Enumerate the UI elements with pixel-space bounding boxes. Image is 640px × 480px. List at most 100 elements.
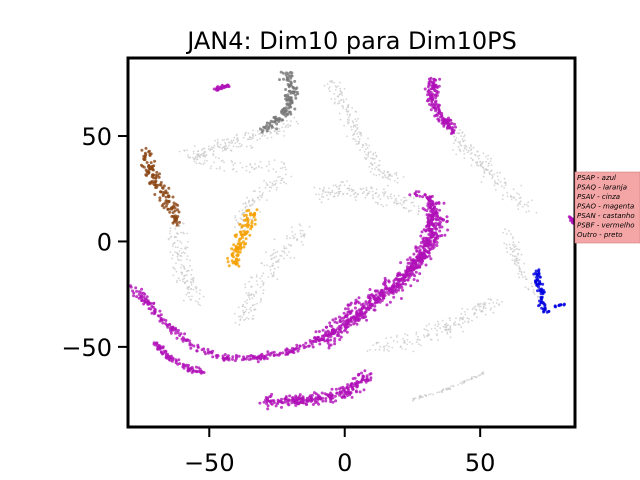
scatter-point-psan-0-99 (168, 210, 172, 214)
scatter-point-background-4-146 (353, 124, 355, 127)
scatter-point-psao-5-229 (288, 394, 292, 398)
scatter-point-background-9-39 (466, 308, 469, 311)
scatter-point-background-10-40 (412, 399, 414, 402)
scatter-point-psao-5-194 (294, 394, 298, 398)
scatter-point-psao-5-55 (314, 396, 318, 400)
scatter-point-psaq-0-47 (246, 230, 250, 234)
scatter-point-background-0-67 (228, 144, 230, 147)
scatter-point-background-6-44 (251, 317, 254, 320)
scatter-point-background-6-74 (272, 262, 274, 265)
scatter-point-background-4-41 (338, 102, 341, 105)
scatter-point-psao-0-151 (446, 125, 450, 129)
scatter-point-background-8-42 (518, 248, 521, 251)
scatter-point-background-6-138 (261, 275, 263, 277)
scatter-point-background-8-76 (504, 228, 506, 231)
scatter-point-background-4-73 (348, 116, 350, 118)
scatter-point-psaq-0-100 (226, 260, 230, 264)
scatter-point-background-9-51 (466, 317, 469, 320)
scatter-point-background-3-135 (189, 298, 192, 301)
scatter-point-background-5-11 (535, 211, 538, 214)
scatter-point-background-6-149 (285, 247, 288, 250)
scatter-point-background-7-107 (376, 201, 379, 204)
scatter-point-background-9-94 (437, 339, 439, 341)
scatter-point-background-6-95 (295, 239, 298, 241)
scatter-point-psan-0-133 (153, 180, 157, 184)
scatter-point-background-9-71 (463, 320, 466, 323)
scatter-point-background-2-42 (290, 175, 293, 178)
scatter-point-psao-5-158 (324, 397, 328, 400)
scatter-point-background-8-55 (515, 257, 518, 260)
scatter-point-background-9-97 (386, 348, 389, 351)
scatter-point-psao-2-4 (281, 351, 285, 355)
scatter-point-background-2-15 (234, 226, 236, 229)
scatter-point-background-5-29 (460, 144, 463, 147)
scatter-point-background-9-170 (449, 330, 452, 332)
scatter-point-background-0-148 (224, 143, 227, 145)
scatter-point-psao-3-184 (322, 336, 326, 340)
scatter-point-background-4-104 (375, 154, 378, 157)
scatter-point-background-7-88 (363, 191, 365, 193)
scatter-point-background-4-1 (387, 177, 390, 180)
scatter-point-background-9-25 (436, 329, 438, 332)
scatter-point-psap-1-9 (562, 302, 566, 306)
scatter-point-psao-3-162 (365, 318, 369, 322)
scatter-point-background-3-59 (179, 254, 182, 257)
scatter-point-background-4-36 (327, 88, 330, 90)
scatter-point-psao-2-494 (153, 311, 157, 315)
scatter-point-background-4-154 (358, 131, 360, 134)
scatter-point-background-4-138 (360, 134, 363, 137)
scatter-point-background-9-83 (385, 337, 388, 339)
scatter-point-psao-3-148 (443, 233, 447, 237)
scatter-point-background-3-51 (179, 240, 182, 243)
scatter-point-background-0-137 (199, 156, 202, 159)
scatter-point-psav-0-14 (278, 78, 281, 82)
scatter-point-background-4-33 (369, 151, 372, 153)
scatter-point-psap-0-62 (540, 306, 544, 310)
scatter-point-psao-2-379 (164, 319, 168, 322)
scatter-point-psao-2-328 (242, 357, 246, 361)
scatter-point-background-4-147 (354, 110, 357, 113)
scatter-point-background-9-138 (497, 304, 500, 306)
scatter-point-psao-3-375 (368, 299, 372, 302)
scatter-point-background-9-109 (377, 341, 380, 344)
scatter-point-psaq-0-26 (249, 227, 253, 231)
scatter-point-background-0-116 (230, 149, 233, 152)
scatter-point-background-9-12 (434, 327, 436, 330)
scatter-point-psao-5-80 (262, 400, 266, 404)
scatter-point-background-4-148 (349, 113, 351, 116)
scatter-point-psao-2-306 (209, 350, 212, 354)
scatter-point-background-9-1 (441, 319, 444, 322)
scatter-point-background-4-167 (346, 135, 348, 138)
scatter-point-background-3-122 (198, 298, 201, 300)
scatter-point-psao-3-333 (352, 315, 356, 319)
scatter-point-background-4-57 (334, 89, 337, 91)
scatter-point-psao-3-445 (419, 262, 423, 266)
scatter-point-background-0-106 (246, 138, 249, 141)
scatter-point-background-6-87 (246, 299, 249, 301)
scatter-point-psav-0-120 (262, 125, 266, 129)
scatter-point-background-3-96 (168, 237, 171, 240)
scatter-point-psao-2-456 (292, 347, 296, 351)
scatter-point-background-3-74 (183, 282, 186, 285)
scatter-point-psao-2-319 (181, 336, 185, 340)
scatter-point-psao-3-361 (357, 296, 361, 300)
scatter-point-psav-0-6 (293, 107, 297, 111)
scatter-point-background-1-6 (223, 161, 225, 164)
scatter-point-background-6-94 (275, 260, 277, 263)
scatter-point-background-0-131 (232, 139, 235, 142)
scatter-point-psao-3-362 (398, 277, 402, 281)
scatter-point-psao-5-242 (361, 375, 365, 379)
scatter-point-background-0-149 (241, 144, 243, 146)
scatter-point-psaq-0-27 (226, 256, 230, 260)
scatter-point-background-4-164 (341, 91, 343, 94)
scatter-point-background-5-67 (496, 182, 499, 185)
scatter-point-background-7-60 (365, 186, 368, 189)
scatter-point-psao-5-168 (350, 385, 354, 389)
scatter-point-psao-3-449 (374, 300, 378, 304)
scatter-point-background-7-28 (397, 202, 400, 205)
scatter-point-background-6-1 (256, 302, 259, 305)
scatter-point-background-4-129 (341, 94, 344, 96)
scatter-point-background-9-55 (482, 307, 485, 310)
scatter-point-psao-3-408 (430, 213, 434, 217)
